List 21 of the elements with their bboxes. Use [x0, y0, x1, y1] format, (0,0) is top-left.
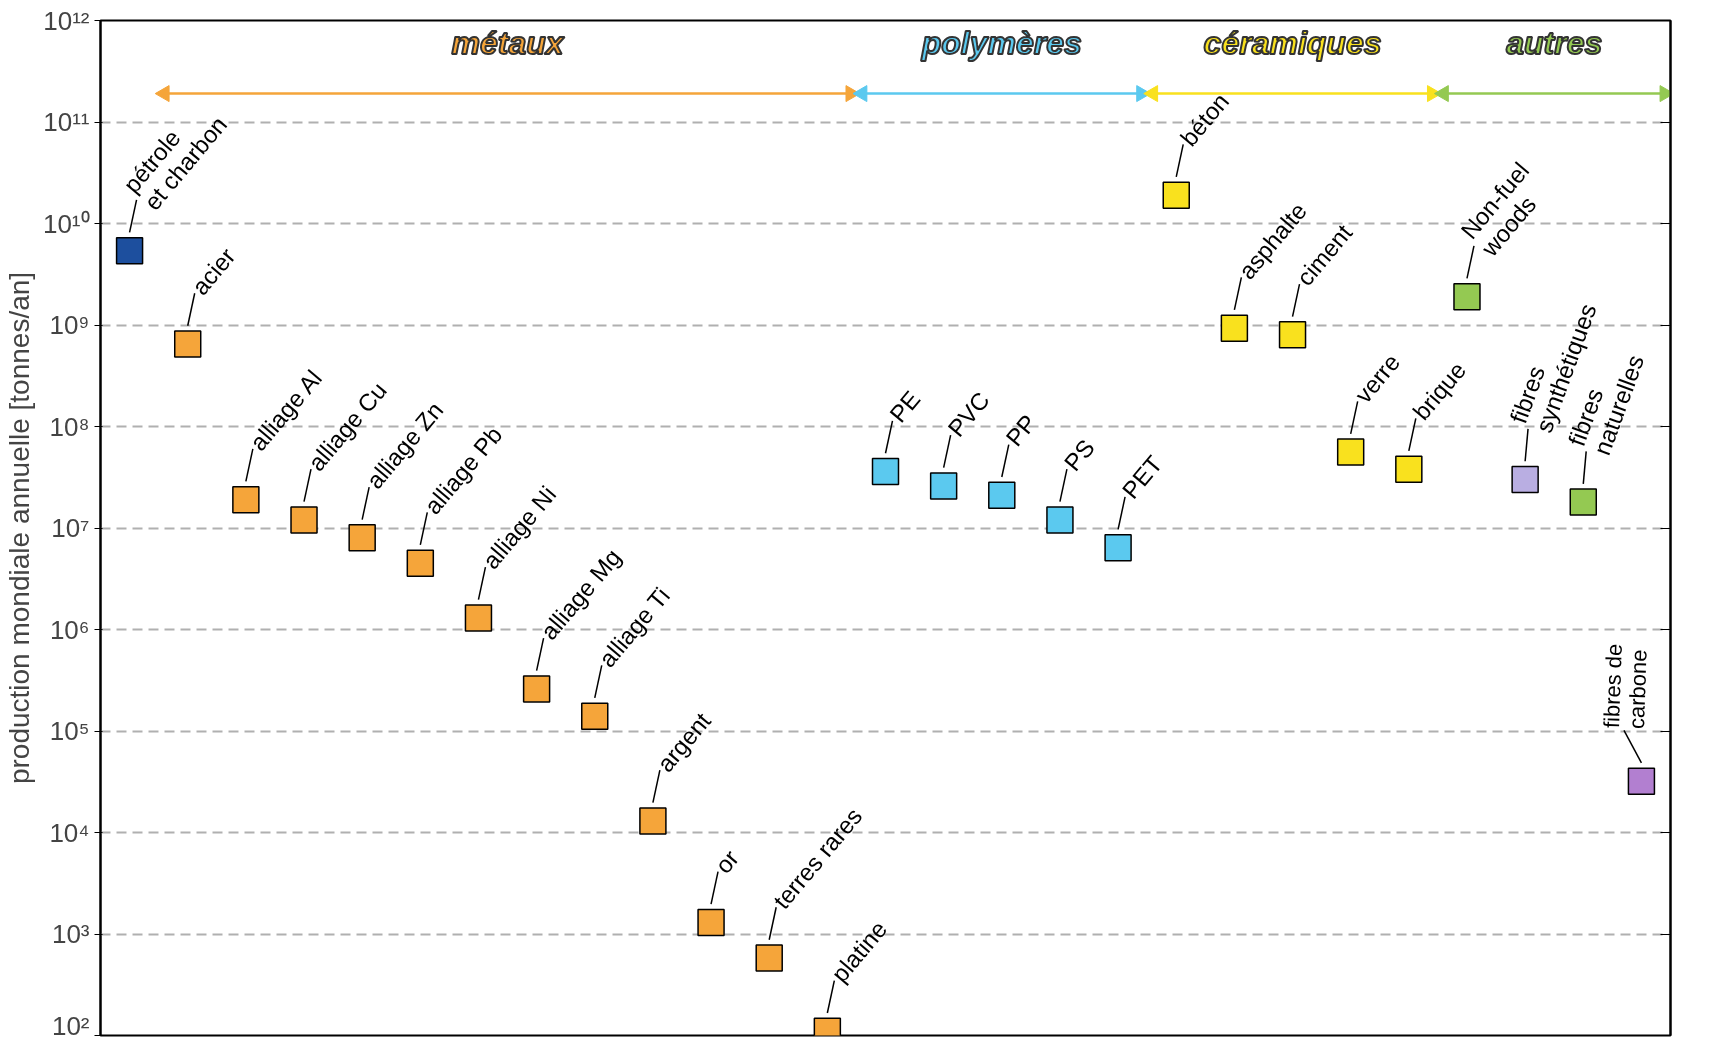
y-tick-label: 10¹¹: [43, 107, 90, 137]
y-tick-label: 10¹⁰: [42, 208, 90, 239]
legend-label: autres: [1506, 24, 1603, 61]
y-tick-label: 10⁴: [49, 817, 90, 848]
data-label: fibres de carbone: [1599, 643, 1652, 730]
y-tick-label: 10¹²: [43, 5, 90, 36]
y-tick-label: 10⁸: [49, 411, 90, 442]
y-tick-label: 10⁹: [49, 310, 90, 340]
data-label: PE: [884, 385, 926, 428]
text: polymères: [920, 24, 1082, 61]
y-tick-label: 10⁵: [49, 716, 90, 746]
y-tick-label: 10⁶: [49, 614, 90, 645]
y-tick-label: 10⁷: [51, 513, 90, 543]
text: céramiques: [1203, 24, 1382, 61]
data-label: PP: [1000, 409, 1042, 452]
text: métaux: [451, 24, 565, 61]
data-label: PS: [1058, 434, 1100, 476]
y-tick-label: 10³: [51, 919, 90, 949]
y-tick-label: 10²: [51, 1010, 90, 1041]
data-label: or: [709, 844, 745, 879]
y-axis-title: production mondiale annuelle [tonnes/an]: [3, 271, 35, 785]
